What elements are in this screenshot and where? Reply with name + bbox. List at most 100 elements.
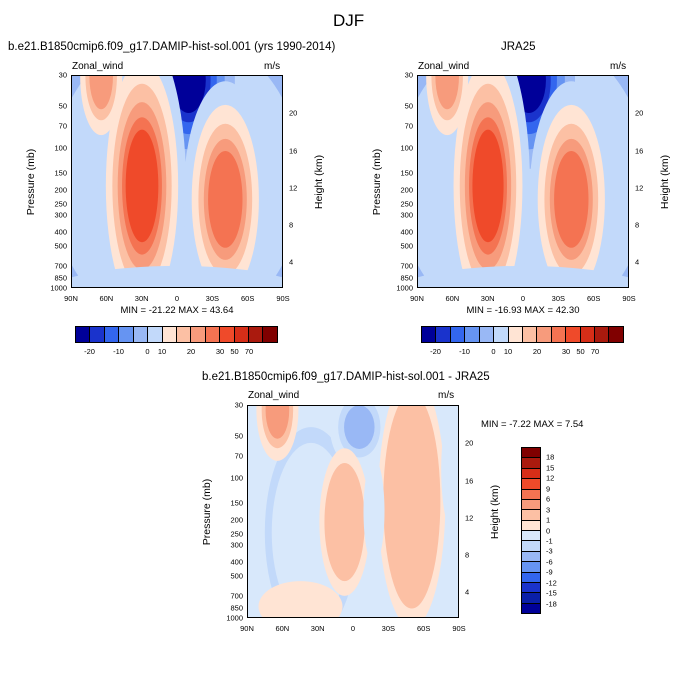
diff-colorbar-swatch bbox=[522, 551, 540, 563]
obs-x-tick-label: 30N bbox=[480, 294, 495, 303]
diff-y-tick-label: 50 bbox=[234, 431, 243, 441]
obs-y2-tick-label: 16 bbox=[635, 146, 644, 156]
obs-colorbar-swatch bbox=[436, 327, 451, 342]
model-colorbar-swatch bbox=[249, 327, 264, 342]
diff-colorbar-swatch bbox=[522, 489, 540, 500]
model-min-max: MIN = -21.22 MAX = 43.64 bbox=[120, 305, 234, 316]
diff-colorbar-swatch bbox=[522, 510, 540, 521]
plot1-svg bbox=[72, 76, 282, 287]
diff-y2-tick-label: 8 bbox=[465, 550, 470, 560]
model-colorbar-swatch bbox=[76, 327, 91, 342]
model-y-tick-label: 250 bbox=[54, 199, 67, 209]
model-colorbar-swatch bbox=[104, 327, 120, 342]
model-colorbar-label: 70 bbox=[244, 347, 254, 356]
diff-colorbar-swatch bbox=[522, 562, 540, 573]
model-colorbar-swatch bbox=[220, 327, 235, 342]
model-x-tick-label: 0 bbox=[174, 294, 180, 303]
diff-y-tick-label: 100 bbox=[230, 473, 243, 483]
diff-x-tick-label: 30S bbox=[381, 624, 396, 633]
obs-colorbar-label: 30 bbox=[561, 347, 571, 356]
diff-colorbar-swatch bbox=[522, 520, 540, 531]
diff-colorbar-label: -3 bbox=[546, 546, 553, 556]
model-x-tick-label: 30N bbox=[134, 294, 149, 303]
diff-colorbar-swatch bbox=[522, 468, 540, 480]
obs-colorbar-label: 10 bbox=[503, 347, 513, 356]
obs-x-tick-label: 60S bbox=[586, 294, 601, 303]
obs-y2-tick-label: 20 bbox=[635, 108, 644, 118]
model-colorbar-swatch bbox=[133, 327, 149, 342]
diff-colorbar-swatch bbox=[522, 603, 540, 613]
model-colorbar-label: 50 bbox=[230, 347, 239, 356]
diff-x-tick-label: 60S bbox=[416, 624, 431, 633]
sh-subtropical-jet-level-4 bbox=[554, 150, 589, 248]
obs-colorbar-swatch bbox=[580, 327, 596, 342]
obs-colorbar-label: 50 bbox=[576, 347, 585, 356]
model-colorbar bbox=[75, 326, 278, 343]
diff-colorbar-label: -12 bbox=[546, 578, 557, 588]
model-y2-tick-label: 8 bbox=[289, 220, 294, 230]
model-colorbar-swatch bbox=[191, 327, 206, 342]
diff-colorbar-label: 15 bbox=[546, 463, 555, 473]
model-colorbar-swatch bbox=[205, 327, 221, 342]
obs-colorbar-swatch bbox=[609, 327, 623, 342]
diff-colorbar-label: 9 bbox=[546, 484, 551, 494]
obs-y-tick-label: 100 bbox=[400, 143, 413, 153]
model-colorbar-swatch bbox=[90, 327, 105, 342]
diff-x-tick-label: 0 bbox=[350, 624, 356, 633]
diff-colorbar-label: -15 bbox=[546, 588, 557, 598]
diff-colorbar-label: 3 bbox=[546, 505, 551, 515]
diff-colorbar-label: 6 bbox=[546, 494, 551, 504]
diff-neg-polar-s-level-0 bbox=[441, 406, 458, 533]
diff-y-tick-label: 1000 bbox=[226, 613, 243, 623]
diff-colorbar-label: 1 bbox=[546, 515, 551, 525]
model-var-label: Zonal_wind bbox=[72, 61, 124, 72]
obs-colorbar-label: -20 bbox=[430, 347, 441, 356]
diff-y2-axis-label: Height (km) bbox=[489, 484, 501, 539]
diff-colorbar-swatch bbox=[522, 499, 540, 511]
model-colorbar-swatch bbox=[176, 327, 192, 342]
diff-neg-tropic-strat-level-2 bbox=[344, 406, 375, 449]
model-units-label: m/s bbox=[264, 61, 281, 72]
obs-min-max: MIN = -16.93 MAX = 42.30 bbox=[466, 305, 580, 316]
obs-colorbar-label: 70 bbox=[590, 347, 600, 356]
model-y2-axis-label: Height (km) bbox=[313, 154, 325, 209]
nh-polar-night-jet-level-2 bbox=[435, 76, 459, 110]
diff-colorbar-swatch bbox=[522, 458, 540, 469]
obs-y-tick-label: 70 bbox=[404, 121, 413, 131]
model-x-tick-label: 90S bbox=[276, 294, 290, 303]
model-y-tick-label: 1000 bbox=[50, 283, 67, 293]
nh-polar-night-jet-level-2 bbox=[89, 76, 113, 110]
tropical-easterlies-level-4 bbox=[171, 76, 206, 114]
obs-x-tick-label: 90S bbox=[622, 294, 636, 303]
diff-colorbar-swatch bbox=[522, 531, 540, 542]
model-contour-plot bbox=[71, 75, 283, 288]
model-y2-tick-label: 16 bbox=[289, 146, 298, 156]
model-y-tick-label: 300 bbox=[54, 210, 67, 220]
model-y-tick-label: 70 bbox=[58, 121, 67, 131]
diff-colorbar-swatch bbox=[522, 479, 540, 490]
diff-y-tick-label: 200 bbox=[230, 515, 243, 525]
diff-y-tick-label: 70 bbox=[234, 451, 243, 461]
obs-y-tick-label: 300 bbox=[400, 210, 413, 220]
diff-units-label: m/s bbox=[438, 390, 455, 401]
obs-x-tick-label: 60N bbox=[445, 294, 460, 303]
diff-pos-sh-level-1 bbox=[383, 406, 441, 609]
obs-panel-title: JRA25 bbox=[501, 41, 536, 53]
model-y-axis-label: Pressure (mb) bbox=[25, 148, 37, 215]
obs-y-tick-label: 200 bbox=[400, 185, 413, 195]
obs-y-tick-label: 50 bbox=[404, 101, 413, 111]
model-x-tick-label: 30S bbox=[205, 294, 220, 303]
diff-min-max: MIN = -7.22 MAX = 7.54 bbox=[481, 419, 584, 430]
plot3-svg bbox=[248, 406, 458, 617]
diff-x-tick-label: 30N bbox=[310, 624, 325, 633]
obs-y-tick-label: 250 bbox=[400, 199, 413, 209]
obs-y-tick-label: 850 bbox=[400, 273, 413, 283]
diff-colorbar-swatch bbox=[522, 448, 540, 459]
nh-subtropical-jet-level-5 bbox=[472, 129, 504, 243]
obs-colorbar-swatch bbox=[595, 327, 610, 342]
diff-colorbar-label: -1 bbox=[546, 536, 553, 546]
obs-x-tick-label: 90N bbox=[410, 294, 424, 303]
obs-colorbar-swatch bbox=[494, 327, 509, 342]
obs-colorbar bbox=[421, 326, 624, 343]
model-colorbar-label: 30 bbox=[215, 347, 225, 356]
